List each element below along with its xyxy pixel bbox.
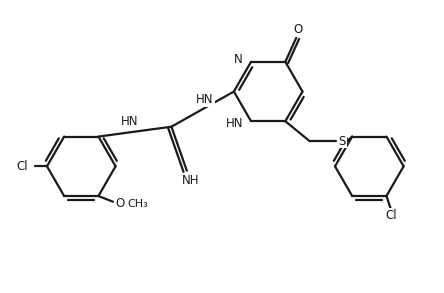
Text: Cl: Cl: [385, 209, 396, 222]
Text: O: O: [115, 197, 124, 210]
Text: CH₃: CH₃: [127, 199, 148, 209]
Text: NH: NH: [182, 174, 199, 187]
Text: N: N: [234, 53, 243, 66]
Text: HN: HN: [226, 117, 243, 130]
Text: HN: HN: [196, 93, 214, 106]
Text: S: S: [338, 134, 346, 147]
Text: HN: HN: [121, 115, 139, 128]
Text: Cl: Cl: [16, 160, 28, 173]
Text: O: O: [293, 23, 302, 36]
